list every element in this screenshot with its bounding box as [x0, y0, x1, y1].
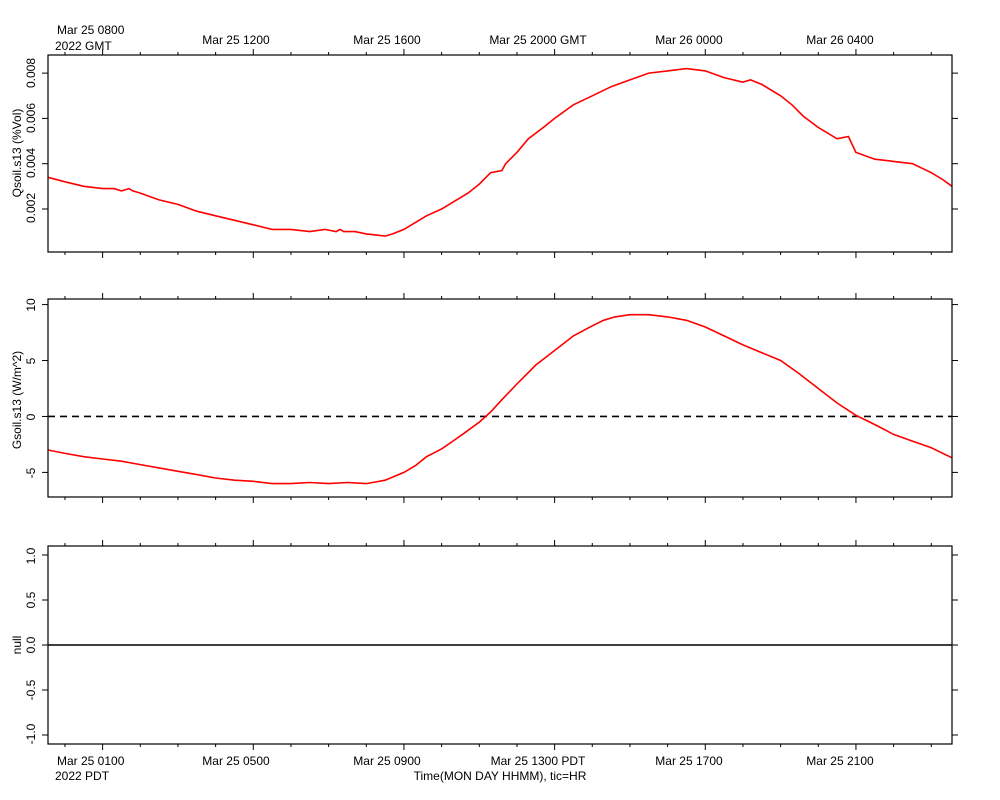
- panel1-ylabel: Qsoil.s13 (%Vol): [10, 109, 24, 198]
- panel3-frame: [47, 545, 953, 745]
- pdt-tick-label: Mar 25 0500: [202, 754, 270, 768]
- gmt-first-label-line2: 2022 GMT: [55, 39, 112, 53]
- pdt-first-label-line2: 2022 PDT: [55, 769, 110, 783]
- panel2-ylabel: Gsoil.s13 (W/m^2): [10, 351, 24, 449]
- panel2-ytick-label: 10: [24, 298, 38, 312]
- panel-soil-heat-flux: Gsoil.s13 (W/m^2) -5 0 5 10: [10, 293, 958, 503]
- panel2-ytick-label: 5: [24, 357, 38, 364]
- panel3-ytick-label: 1.0: [24, 547, 38, 564]
- gmt-tick-label: Mar 26 0000: [655, 33, 723, 47]
- panel3-ytick-label: -0.5: [24, 679, 38, 700]
- panel3-ytick-label: 0.5: [24, 591, 38, 608]
- panel1-ytick-label: 0.004: [24, 148, 38, 178]
- panel2-series-line: [47, 313, 953, 485]
- panel-null: null -1.0 -0.5 0.0 0.5 1.0: [10, 540, 958, 750]
- gmt-tick-label: Mar 25 1600: [353, 33, 421, 47]
- panel1-series-line: [47, 67, 953, 237]
- panel2-frame: [47, 298, 953, 498]
- panel3-ytick-label: -1.0: [24, 723, 38, 744]
- panel1-frame: [47, 54, 953, 253]
- pdt-tick-label: Mar 25 1300 PDT: [491, 754, 586, 768]
- gmt-tick-label: Mar 25 2000 GMT: [489, 33, 587, 47]
- panel2-ytick-label: -5: [24, 467, 38, 478]
- panel3-ytick-label: 0.0: [24, 636, 38, 653]
- gmt-tick-label: Mar 26 0400: [806, 33, 874, 47]
- panel1-ytick-label: 0.006: [24, 103, 38, 133]
- pdt-first-label-line1: Mar 25 0100: [57, 754, 125, 768]
- panel1-ytick-label: 0.002: [24, 193, 38, 223]
- pdt-tick-label: Mar 25 2100: [806, 754, 874, 768]
- pdt-tick-label: Mar 25 0900: [353, 754, 421, 768]
- gmt-first-label-line1: Mar 25 0800: [57, 23, 125, 37]
- panel-soil-moisture: Qsoil.s13 (%Vol) 0.002 0.004 0.006 0.008: [10, 49, 958, 258]
- panel1-ytick-label: 0.008: [24, 58, 38, 88]
- panel3-ylabel: null: [10, 636, 24, 655]
- panel2-ytick-label: 0: [24, 413, 38, 420]
- gmt-tick-label: Mar 25 1200: [202, 33, 270, 47]
- pdt-tick-label: Mar 25 1700: [655, 754, 723, 768]
- x-axis-label: Time(MON DAY HHMM), tic=HR: [414, 769, 587, 783]
